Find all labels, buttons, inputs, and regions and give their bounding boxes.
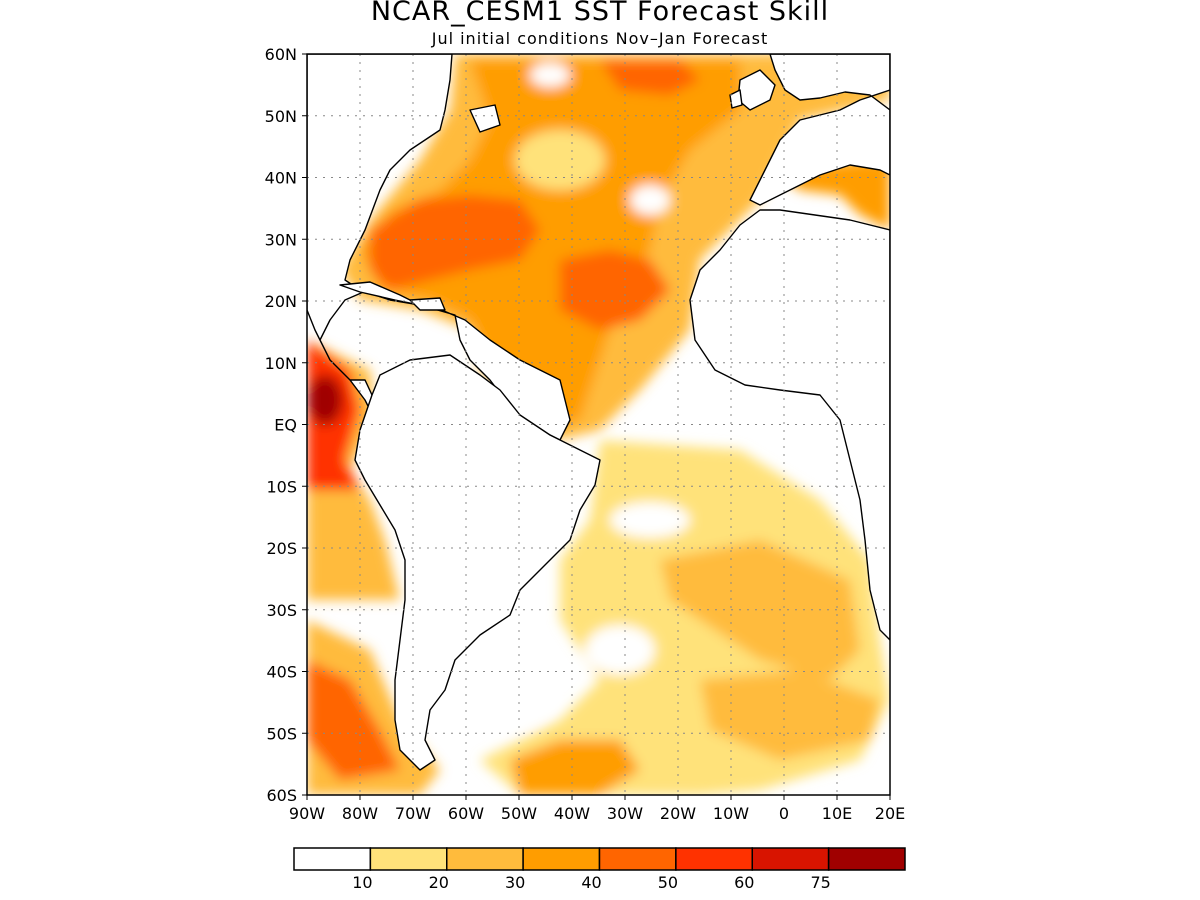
lon-tick-label: 10W — [713, 804, 749, 823]
lat-tick-label: 50N — [265, 107, 297, 126]
lon-tick-label: 80W — [342, 804, 378, 823]
colorbar-swatch — [522, 847, 601, 871]
lon-tick-label: 60W — [448, 804, 484, 823]
colorbar-label: 30 — [505, 873, 525, 892]
colorbar-swatch — [598, 847, 677, 871]
skill-region-south-atlantic-mid — [660, 540, 860, 680]
lat-tick-label: 40S — [266, 663, 297, 682]
lat-tick-label: 20N — [265, 292, 297, 311]
skill-hole-1 — [515, 130, 605, 190]
colorbar-swatch — [369, 847, 448, 871]
lon-tick-label: 90W — [289, 804, 325, 823]
map-subtitle: Jul initial conditions Nov–Jan Forecast — [431, 29, 769, 48]
skill-hole-4 — [610, 502, 690, 538]
lon-tick-label: 70W — [395, 804, 431, 823]
skill-hole-6 — [470, 670, 550, 730]
colorbar-swatch — [675, 847, 753, 871]
skill-hole-5 — [585, 625, 655, 675]
south-america-land — [354, 354, 601, 771]
africa-land — [689, 209, 890, 641]
lon-tick-label: 0 — [779, 804, 789, 823]
colorbar-swatch — [751, 847, 830, 871]
colorbar-label: 50 — [658, 873, 678, 892]
lat-tick-label: 30S — [266, 601, 297, 620]
map-title: NCAR_CESM1 SST Forecast Skill — [370, 0, 830, 27]
newfoundland-land — [469, 104, 501, 133]
lat-tick-label: 10N — [265, 354, 297, 373]
latitude-labels: 60N 50N 40N 30N 20N 10N EQ 10S 20S 30S 40S 50S 60S — [265, 45, 297, 805]
lat-tick-label: 30N — [265, 230, 297, 249]
colorbar-label: 20 — [429, 873, 449, 892]
lat-tick-label: 60S — [266, 786, 297, 805]
skill-region-south-atlantic-deep — [510, 740, 640, 795]
lat-tick-label: 20S — [266, 539, 297, 558]
skill-region-south-atlantic-south — [700, 670, 880, 760]
gridlines — [307, 54, 890, 795]
colorbar-label: 40 — [581, 873, 601, 892]
colorbar-swatch — [827, 847, 906, 871]
skill-region-gulf-stream — [370, 195, 540, 290]
lon-tick-label: 50W — [501, 804, 537, 823]
lat-tick-label: EQ — [274, 416, 297, 435]
axis-ticks — [302, 53, 891, 800]
colorbar-label: 75 — [810, 873, 830, 892]
colorbar-label: 60 — [734, 873, 754, 892]
lon-tick-label: 40W — [554, 804, 590, 823]
lat-tick-label: 60N — [265, 45, 297, 64]
lon-tick-label: 10E — [822, 804, 852, 823]
lon-tick-label: 20W — [660, 804, 696, 823]
skill-hole-3 — [530, 63, 570, 87]
skill-region-pacific-south-high — [307, 660, 400, 780]
lat-tick-label: 10S — [266, 477, 297, 496]
skill-field — [307, 54, 890, 795]
skill-region-pacific-peak — [307, 375, 343, 425]
land — [307, 54, 890, 771]
colorbar-swatch — [293, 847, 372, 871]
skill-region-north-atlantic-mid — [360, 60, 740, 430]
colorbar-swatch — [446, 847, 524, 871]
europe-land — [749, 54, 890, 206]
lat-tick-label: 40N — [265, 169, 297, 188]
skill-hole-2 — [630, 185, 670, 215]
colorbar-label: 10 — [352, 873, 372, 892]
lat-tick-label: 50S — [266, 724, 297, 743]
longitude-labels: 90W 80W 70W 60W 50W 40W 30W 20W 10W 0 10E 20E — [289, 804, 905, 823]
colorbar: 10 20 30 40 50 60 75 — [293, 847, 906, 892]
lon-tick-label: 30W — [607, 804, 643, 823]
lon-tick-label: 20E — [875, 804, 905, 823]
skill-region-subtropical — [560, 250, 670, 330]
